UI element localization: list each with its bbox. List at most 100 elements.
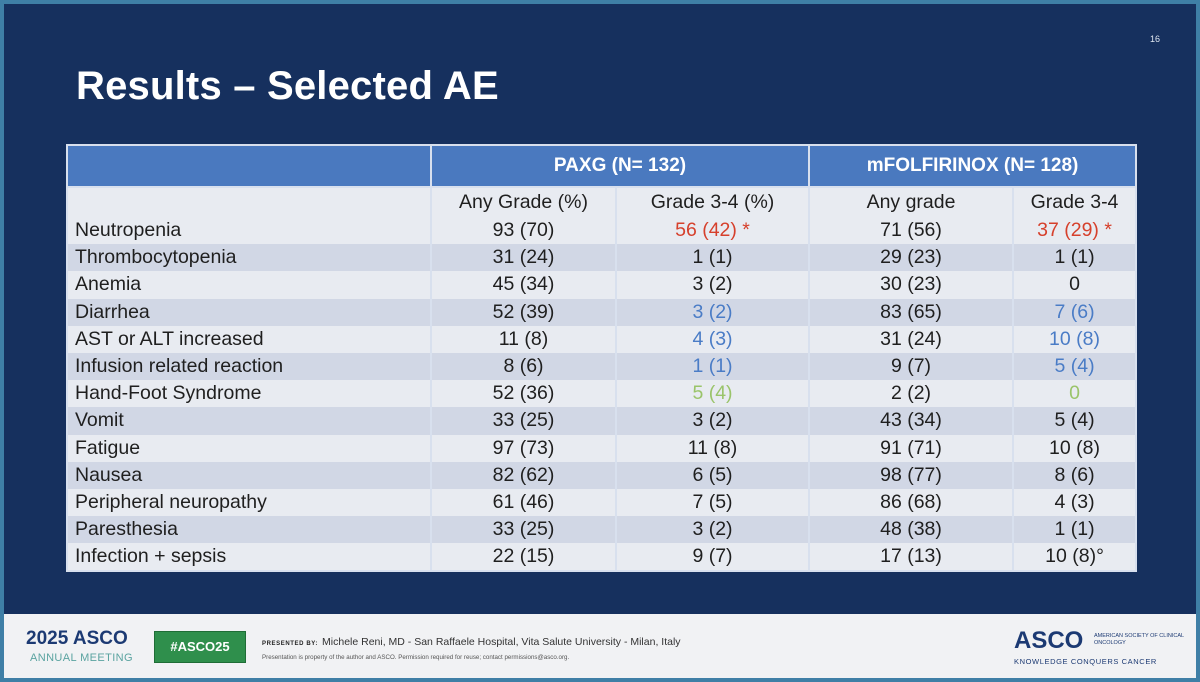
cell-mfolfirinox-any: 9 (7) bbox=[808, 352, 1015, 381]
table-row: Fatigue 97 (73) 11 (8) 91 (71) 10 (8) bbox=[66, 434, 1138, 462]
cell-mfolfirinox-any: 29 (23) bbox=[808, 244, 1015, 272]
cell-mfolfirinox-grade34: 8 (6) bbox=[1012, 461, 1138, 489]
presenter-name: Michele Reni, MD - San Raffaele Hospital… bbox=[322, 636, 681, 648]
table-row: Infusion related reaction 8 (6) 1 (1) 9 … bbox=[66, 352, 1138, 381]
row-label: Nausea bbox=[66, 461, 432, 489]
cell-paxg-any: 61 (46) bbox=[430, 488, 617, 517]
cell-paxg-grade34: 11 (8) bbox=[614, 434, 811, 462]
subheader-blank-cell bbox=[66, 187, 432, 217]
adverse-events-table: PAXG (N= 132) mFOLFIRINOX (N= 128) Any G… bbox=[66, 144, 1138, 573]
subheader-mfolfirinox-any: Any grade bbox=[808, 187, 1015, 217]
cell-paxg-grade34: 6 (5) bbox=[614, 461, 811, 489]
cell-mfolfirinox-grade34: 4 (3) bbox=[1012, 488, 1138, 517]
subheader-paxg-any: Any Grade (%) bbox=[430, 187, 617, 217]
slide-title: Results – Selected AE bbox=[76, 64, 499, 108]
asco-logo-tagline: KNOWLEDGE CONQUERS CANCER bbox=[1014, 657, 1157, 666]
cell-paxg-grade34: 3 (2) bbox=[614, 407, 811, 435]
cell-paxg-any: 33 (25) bbox=[430, 407, 617, 435]
cell-mfolfirinox-any: 30 (23) bbox=[808, 271, 1015, 299]
cell-mfolfirinox-any: 2 (2) bbox=[808, 380, 1015, 408]
row-label: AST or ALT increased bbox=[66, 325, 432, 353]
cell-paxg-any: 82 (62) bbox=[430, 461, 617, 489]
row-label: Infection + sepsis bbox=[66, 543, 432, 573]
cell-paxg-any: 52 (36) bbox=[430, 380, 617, 408]
cell-mfolfirinox-any: 17 (13) bbox=[808, 543, 1015, 573]
row-label: Fatigue bbox=[66, 434, 432, 462]
asco-logo: ASCO AMERICAN SOCIETY OF CLINICAL ONCOLO… bbox=[1014, 627, 1184, 669]
slide-footer: 2025 ASCO ANNUAL MEETING #ASCO25 PRESENT… bbox=[4, 614, 1196, 678]
group-header-row: PAXG (N= 132) mFOLFIRINOX (N= 128) bbox=[66, 144, 1138, 188]
cell-mfolfirinox-grade34: 10 (8) bbox=[1012, 434, 1138, 462]
row-label: Neutropenia bbox=[66, 217, 432, 245]
slide: 16 Results – Selected AE PAXG (N= 132) m… bbox=[4, 4, 1196, 678]
cell-mfolfirinox-grade34: 7 (6) bbox=[1012, 298, 1138, 326]
cell-mfolfirinox-any: 71 (56) bbox=[808, 217, 1015, 245]
cell-mfolfirinox-any: 83 (65) bbox=[808, 298, 1015, 326]
group-header-paxg: PAXG (N= 132) bbox=[429, 144, 811, 188]
cell-paxg-any: 22 (15) bbox=[430, 543, 617, 573]
table-row: Nausea 82 (62) 6 (5) 98 (77) 8 (6) bbox=[66, 461, 1138, 489]
table-row: Peripheral neuropathy 61 (46) 7 (5) 86 (… bbox=[66, 488, 1138, 517]
cell-paxg-grade34: 3 (2) bbox=[614, 271, 811, 299]
cell-mfolfirinox-grade34: 10 (8) bbox=[1012, 325, 1138, 353]
cell-paxg-grade34: 7 (5) bbox=[614, 488, 811, 517]
row-label: Paresthesia bbox=[66, 516, 432, 544]
cell-paxg-grade34: 5 (4) bbox=[614, 380, 811, 408]
cell-mfolfirinox-any: 43 (34) bbox=[808, 407, 1015, 435]
cell-paxg-any: 93 (70) bbox=[430, 217, 617, 245]
row-label: Anemia bbox=[66, 271, 432, 299]
presenter-line: PRESENTED BY: Michele Reni, MD - San Raff… bbox=[262, 636, 681, 648]
annual-meeting-label: ANNUAL MEETING bbox=[30, 652, 133, 664]
cell-paxg-any: 31 (24) bbox=[430, 244, 617, 272]
row-label: Infusion related reaction bbox=[66, 352, 432, 381]
cell-paxg-grade34: 4 (3) bbox=[614, 325, 811, 353]
hashtag-badge: #ASCO25 bbox=[154, 631, 246, 663]
cell-mfolfirinox-grade34: 1 (1) bbox=[1012, 516, 1138, 544]
cell-paxg-grade34: 3 (2) bbox=[614, 298, 811, 326]
header-blank-cell bbox=[66, 144, 432, 188]
cell-mfolfirinox-any: 31 (24) bbox=[808, 325, 1015, 353]
group-header-mfolfirinox: mFOLFIRINOX (N= 128) bbox=[808, 144, 1138, 188]
table-row: Thrombocytopenia 31 (24) 1 (1) 29 (23) 1… bbox=[66, 244, 1138, 272]
cell-paxg-any: 33 (25) bbox=[430, 516, 617, 544]
cell-mfolfirinox-grade34: 5 (4) bbox=[1012, 407, 1138, 435]
table-row: Hand-Foot Syndrome 52 (36) 5 (4) 2 (2) 0 bbox=[66, 380, 1138, 408]
cell-paxg-grade34: 3 (2) bbox=[614, 516, 811, 544]
cell-mfolfirinox-any: 86 (68) bbox=[808, 488, 1015, 517]
cell-mfolfirinox-grade34: 1 (1) bbox=[1012, 244, 1138, 272]
cell-mfolfirinox-any: 98 (77) bbox=[808, 461, 1015, 489]
table-row: Anemia 45 (34) 3 (2) 30 (23) 0 bbox=[66, 271, 1138, 299]
asco-logo-society: AMERICAN SOCIETY OF CLINICAL ONCOLOGY bbox=[1094, 633, 1184, 646]
table-row: Paresthesia 33 (25) 3 (2) 48 (38) 1 (1) bbox=[66, 516, 1138, 544]
cell-paxg-grade34: 1 (1) bbox=[614, 352, 811, 381]
row-label: Hand-Foot Syndrome bbox=[66, 380, 432, 408]
cell-paxg-any: 11 (8) bbox=[430, 325, 617, 353]
asco-logo-word: ASCO bbox=[1014, 627, 1084, 654]
cell-mfolfirinox-grade34: 5 (4) bbox=[1012, 352, 1138, 381]
subheader-paxg-grade34: Grade 3-4 (%) bbox=[614, 187, 811, 217]
page-number: 16 bbox=[1150, 34, 1161, 44]
cell-mfolfirinox-grade34: 37 (29) * bbox=[1012, 217, 1138, 245]
permission-note: Presentation is property of the author a… bbox=[262, 654, 570, 661]
table-row: Diarrhea 52 (39) 3 (2) 83 (65) 7 (6) bbox=[66, 298, 1138, 326]
cell-paxg-any: 97 (73) bbox=[430, 434, 617, 462]
cell-paxg-any: 8 (6) bbox=[430, 352, 617, 381]
cell-mfolfirinox-any: 91 (71) bbox=[808, 434, 1015, 462]
cell-paxg-any: 45 (34) bbox=[430, 271, 617, 299]
cell-paxg-any: 52 (39) bbox=[430, 298, 617, 326]
cell-mfolfirinox-grade34: 10 (8)° bbox=[1012, 543, 1138, 573]
meeting-logo-text: 2025 ASCO bbox=[26, 628, 128, 649]
cell-paxg-grade34: 1 (1) bbox=[614, 244, 811, 272]
cell-mfolfirinox-grade34: 0 bbox=[1012, 271, 1138, 299]
table-row: Neutropenia 93 (70) 56 (42) * 71 (56) 37… bbox=[66, 217, 1138, 245]
cell-paxg-grade34: 56 (42) * bbox=[614, 217, 811, 245]
table-row: Infection + sepsis 22 (15) 9 (7) 17 (13)… bbox=[66, 543, 1138, 573]
table-row: Vomit 33 (25) 3 (2) 43 (34) 5 (4) bbox=[66, 407, 1138, 435]
cell-mfolfirinox-any: 48 (38) bbox=[808, 516, 1015, 544]
subheader-mfolfirinox-grade34: Grade 3-4 bbox=[1012, 187, 1138, 217]
table-row: AST or ALT increased 11 (8) 4 (3) 31 (24… bbox=[66, 325, 1138, 353]
cell-mfolfirinox-grade34: 0 bbox=[1012, 380, 1138, 408]
cell-paxg-grade34: 9 (7) bbox=[614, 543, 811, 573]
row-label: Thrombocytopenia bbox=[66, 244, 432, 272]
row-label: Peripheral neuropathy bbox=[66, 488, 432, 517]
